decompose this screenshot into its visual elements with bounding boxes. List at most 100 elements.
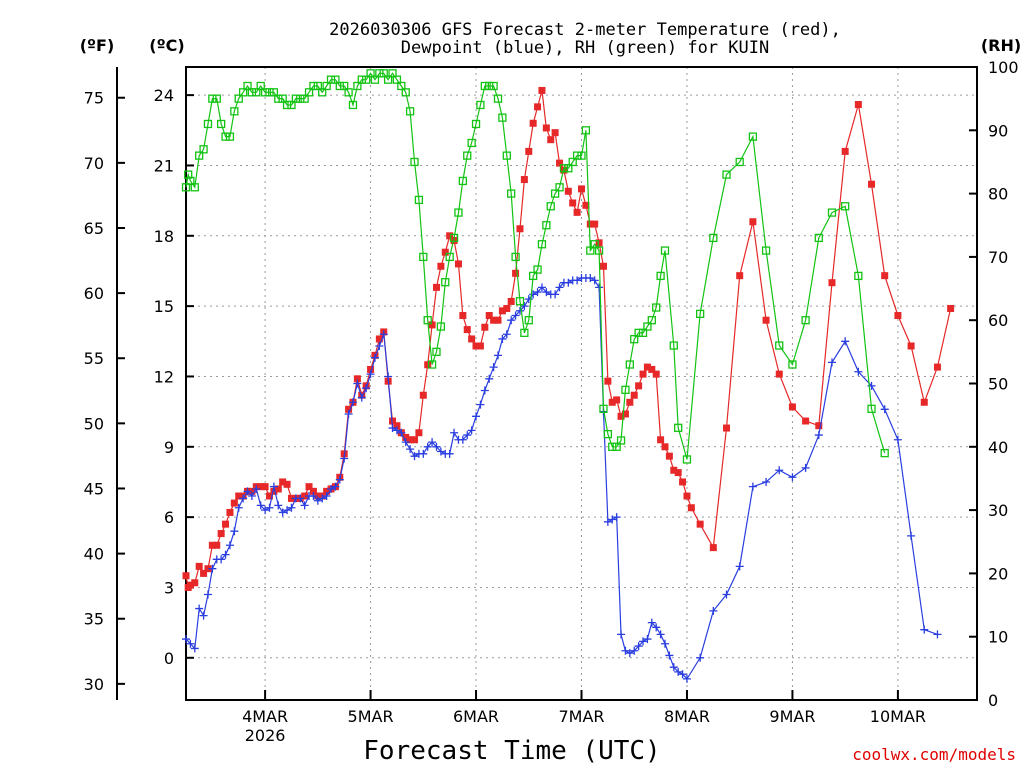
dewpoint-point	[203, 590, 212, 599]
rh-point	[410, 157, 419, 167]
rh-point	[559, 164, 569, 173]
temperature-point	[248, 487, 256, 495]
temperature-point	[226, 508, 234, 516]
temperature-point	[270, 487, 278, 495]
rh-tick-label: 30	[988, 501, 1008, 520]
rh-point	[445, 252, 454, 262]
temperature-point	[235, 492, 243, 500]
celsius-tick-label: 6	[164, 508, 174, 527]
temperature-point	[446, 232, 454, 240]
dewpoint-point	[669, 663, 678, 672]
celsius-tick-label: 15	[154, 297, 174, 316]
temperature-point	[661, 443, 669, 451]
temperature-point	[788, 403, 796, 411]
rh-point	[493, 94, 503, 103]
rh-point	[630, 335, 639, 344]
temperature-point	[736, 272, 744, 280]
temperature-point	[854, 101, 862, 109]
temperature-point	[309, 487, 317, 495]
temperature-point	[213, 541, 221, 549]
temperature-point	[274, 485, 282, 493]
temperature-point	[802, 417, 810, 425]
rh-point	[511, 252, 520, 262]
fahrenheit-tick-label: 50	[84, 414, 104, 433]
rh-point	[568, 157, 577, 167]
rh-point	[696, 309, 705, 319]
temperature-point	[723, 424, 731, 432]
rh-point	[344, 88, 353, 97]
dewpoint-point	[656, 630, 665, 639]
temperature-point	[512, 269, 520, 277]
temperature-point	[230, 499, 238, 507]
dewpoint-point	[287, 503, 296, 512]
rh-point	[581, 126, 591, 135]
rh-point	[335, 81, 344, 91]
temperature-point	[261, 483, 269, 491]
temperature-point	[375, 335, 383, 343]
dewpoint-point	[748, 482, 757, 491]
rh-point	[184, 170, 193, 179]
dewpoint-point	[296, 494, 305, 503]
dewpoint-point	[933, 630, 942, 639]
rh-point	[441, 278, 450, 287]
temperature-point	[582, 201, 590, 209]
temperature-point	[815, 422, 823, 430]
dewpoint-point	[494, 351, 503, 360]
rh-point	[432, 347, 441, 357]
temperature-point	[762, 316, 770, 324]
rh-point	[814, 233, 823, 243]
rh-point	[331, 75, 340, 84]
rh-point	[476, 100, 485, 110]
rh-point	[507, 189, 516, 198]
rh-tick-label: 90	[988, 121, 1008, 140]
temperature-point	[564, 187, 572, 195]
dewpoint-point	[696, 653, 705, 662]
rh-point	[388, 69, 397, 78]
temperature-point	[182, 572, 190, 580]
rh-point	[304, 88, 314, 97]
temperature-point	[749, 218, 757, 226]
temperature-point	[529, 119, 537, 127]
dewpoint-point	[564, 278, 573, 287]
rh-point	[313, 81, 322, 91]
celsius-tick-label: 24	[154, 86, 174, 105]
dewpoint-point	[590, 276, 599, 285]
temperature-point	[525, 147, 533, 155]
dewpoint-point	[660, 639, 669, 648]
temperature-point	[841, 147, 849, 155]
rh-point	[340, 81, 349, 91]
temperature-point	[679, 478, 687, 486]
data-series	[181, 69, 955, 683]
dewpoint-point	[533, 288, 542, 297]
dewpoint-point	[436, 447, 445, 456]
dewpoint-point	[384, 372, 393, 381]
temperature-point	[551, 129, 559, 137]
axes	[116, 66, 978, 701]
dewpoint-point	[353, 379, 362, 388]
temperature-point	[472, 342, 480, 350]
rh-point	[616, 436, 626, 445]
rh-point	[423, 316, 432, 325]
celsius-tick-label: 21	[154, 156, 174, 175]
rh-point	[761, 246, 771, 255]
dewpoint-point	[225, 541, 234, 550]
temperature-point	[283, 480, 291, 488]
rh-point	[362, 75, 371, 84]
dewpoint-point	[621, 646, 630, 655]
plot-frame	[185, 66, 978, 701]
dewpoint-point	[735, 562, 744, 571]
rh-point	[467, 138, 476, 148]
fahrenheit-tick-label: 35	[84, 610, 104, 629]
rh-point	[282, 100, 292, 110]
temperature-point	[265, 492, 273, 500]
temperature-point	[683, 492, 691, 500]
dewpoint-point	[313, 496, 322, 505]
chart-title-line2: Dewpoint (blue), RH (green) for KUIN	[401, 38, 769, 58]
rh-point	[309, 81, 318, 91]
dewpoint-point	[511, 311, 520, 320]
temperature-point	[621, 410, 629, 418]
rh-point	[594, 246, 604, 255]
temperature-point	[894, 312, 902, 320]
dewpoint-point	[344, 409, 353, 418]
